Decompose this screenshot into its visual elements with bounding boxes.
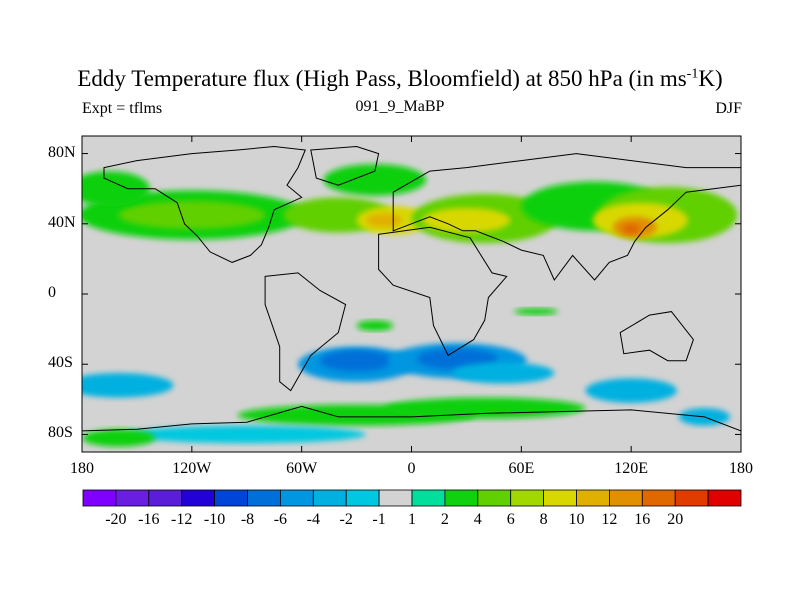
coast-south-america [264, 272, 347, 392]
lat-label-40S: 40S [48, 354, 73, 372]
colorbar-label-2: -12 [171, 511, 193, 528]
colorbar-label-3: -10 [203, 511, 226, 528]
colorbar-box-7 [312, 489, 347, 507]
colorbar-box-4 [214, 489, 248, 507]
field-blob-8 [422, 207, 511, 233]
experiment-label: Expt = tflms [82, 100, 163, 117]
colorbar-box-2 [148, 489, 183, 507]
colorbar-label-0: -20 [105, 511, 127, 528]
colorbar-box-13 [510, 489, 545, 507]
field-blob-24 [384, 397, 586, 419]
field-blob-1 [118, 200, 266, 230]
coast-greenland [310, 145, 380, 186]
colorbar-box-3 [181, 489, 215, 507]
lat-label-80S: 80S [48, 424, 73, 442]
colorbar-box-5 [247, 489, 281, 507]
colorbar-box-15 [576, 489, 610, 507]
colorbar-box-17 [641, 489, 676, 507]
coast-north-america [103, 145, 307, 263]
colorbar-box-19 [707, 489, 742, 507]
lat-label-0: 0 [48, 284, 56, 301]
colorbar-label-7: -2 [339, 511, 353, 528]
field-blob-23 [127, 425, 366, 444]
lon-label-2: 60W [286, 460, 318, 477]
axis-ticks [81, 136, 742, 452]
colorbar-label-5: -6 [273, 511, 288, 528]
colorbar-label-16: 16 [634, 511, 651, 528]
coast-australia [619, 311, 694, 362]
colorbar-label-1: -16 [138, 511, 160, 528]
colorbar-box-0 [82, 489, 117, 507]
colorbar-box-10 [411, 489, 446, 507]
coast-antarctica [82, 405, 741, 452]
field-blob-27 [514, 308, 558, 316]
colorbar-label-12: 6 [506, 511, 515, 528]
colorbar-label-14: 10 [568, 511, 585, 528]
title-text: Eddy Temperature flux (High Pass, Bloomf… [77, 66, 687, 91]
field-blob-19 [82, 373, 174, 398]
lat-label-40N: 40N [48, 213, 76, 231]
field-blob-26 [356, 320, 394, 331]
colorbar-box-6 [279, 489, 314, 507]
colorbar-box-11 [444, 489, 479, 507]
season-label: DJF [715, 100, 742, 117]
coast-africa [378, 226, 508, 357]
field-blob-2 [82, 171, 150, 207]
colorbar-box-1 [115, 489, 150, 507]
lat-label-80N: 80N [48, 143, 76, 161]
lon-label-3: 0 [407, 460, 416, 477]
lon-label-0: 180 [70, 460, 94, 477]
colorbar-box-16 [609, 489, 643, 507]
coastlines [82, 145, 741, 452]
plot-title: Eddy Temperature flux (High Pass, Bloomf… [0, 66, 800, 92]
lon-label-6: 180 [729, 460, 753, 477]
colorbar-label-9: 1 [408, 511, 416, 528]
colorbar-label-4: -8 [240, 511, 255, 528]
colorbar-label-8: -1 [372, 511, 386, 528]
colorbar-box-14 [543, 489, 577, 507]
lon-label-1: 120W [172, 460, 212, 477]
field-blob-15 [319, 350, 394, 372]
colorbar-box-8 [345, 489, 380, 507]
colorbar-box-9 [378, 489, 413, 507]
field-blob-6 [365, 213, 403, 228]
colorbar-box-12 [477, 489, 512, 507]
colorbar-box-18 [674, 489, 709, 507]
field-blob-18 [451, 362, 555, 384]
colorbar-label-17: 20 [667, 511, 684, 528]
field-blob-13 [622, 223, 641, 235]
colorbar-label-6: -4 [306, 511, 320, 528]
lon-label-4: 60E [508, 460, 535, 477]
colorbar-label-10: 2 [440, 511, 449, 528]
colorbar [82, 489, 742, 507]
title-text-end: K) [698, 66, 723, 91]
field-blob-20 [585, 378, 677, 403]
lon-label-5: 120E [614, 460, 649, 477]
run-label: 091_9_MaBP [355, 98, 445, 115]
title-superscript: -1 [686, 66, 699, 82]
colorbar-label-11: 4 [473, 511, 482, 528]
coast-eurasia [392, 153, 741, 281]
field-blob-25 [82, 429, 156, 447]
colorbar-label-13: 8 [539, 511, 548, 528]
colorbar-label-15: 12 [601, 511, 618, 528]
